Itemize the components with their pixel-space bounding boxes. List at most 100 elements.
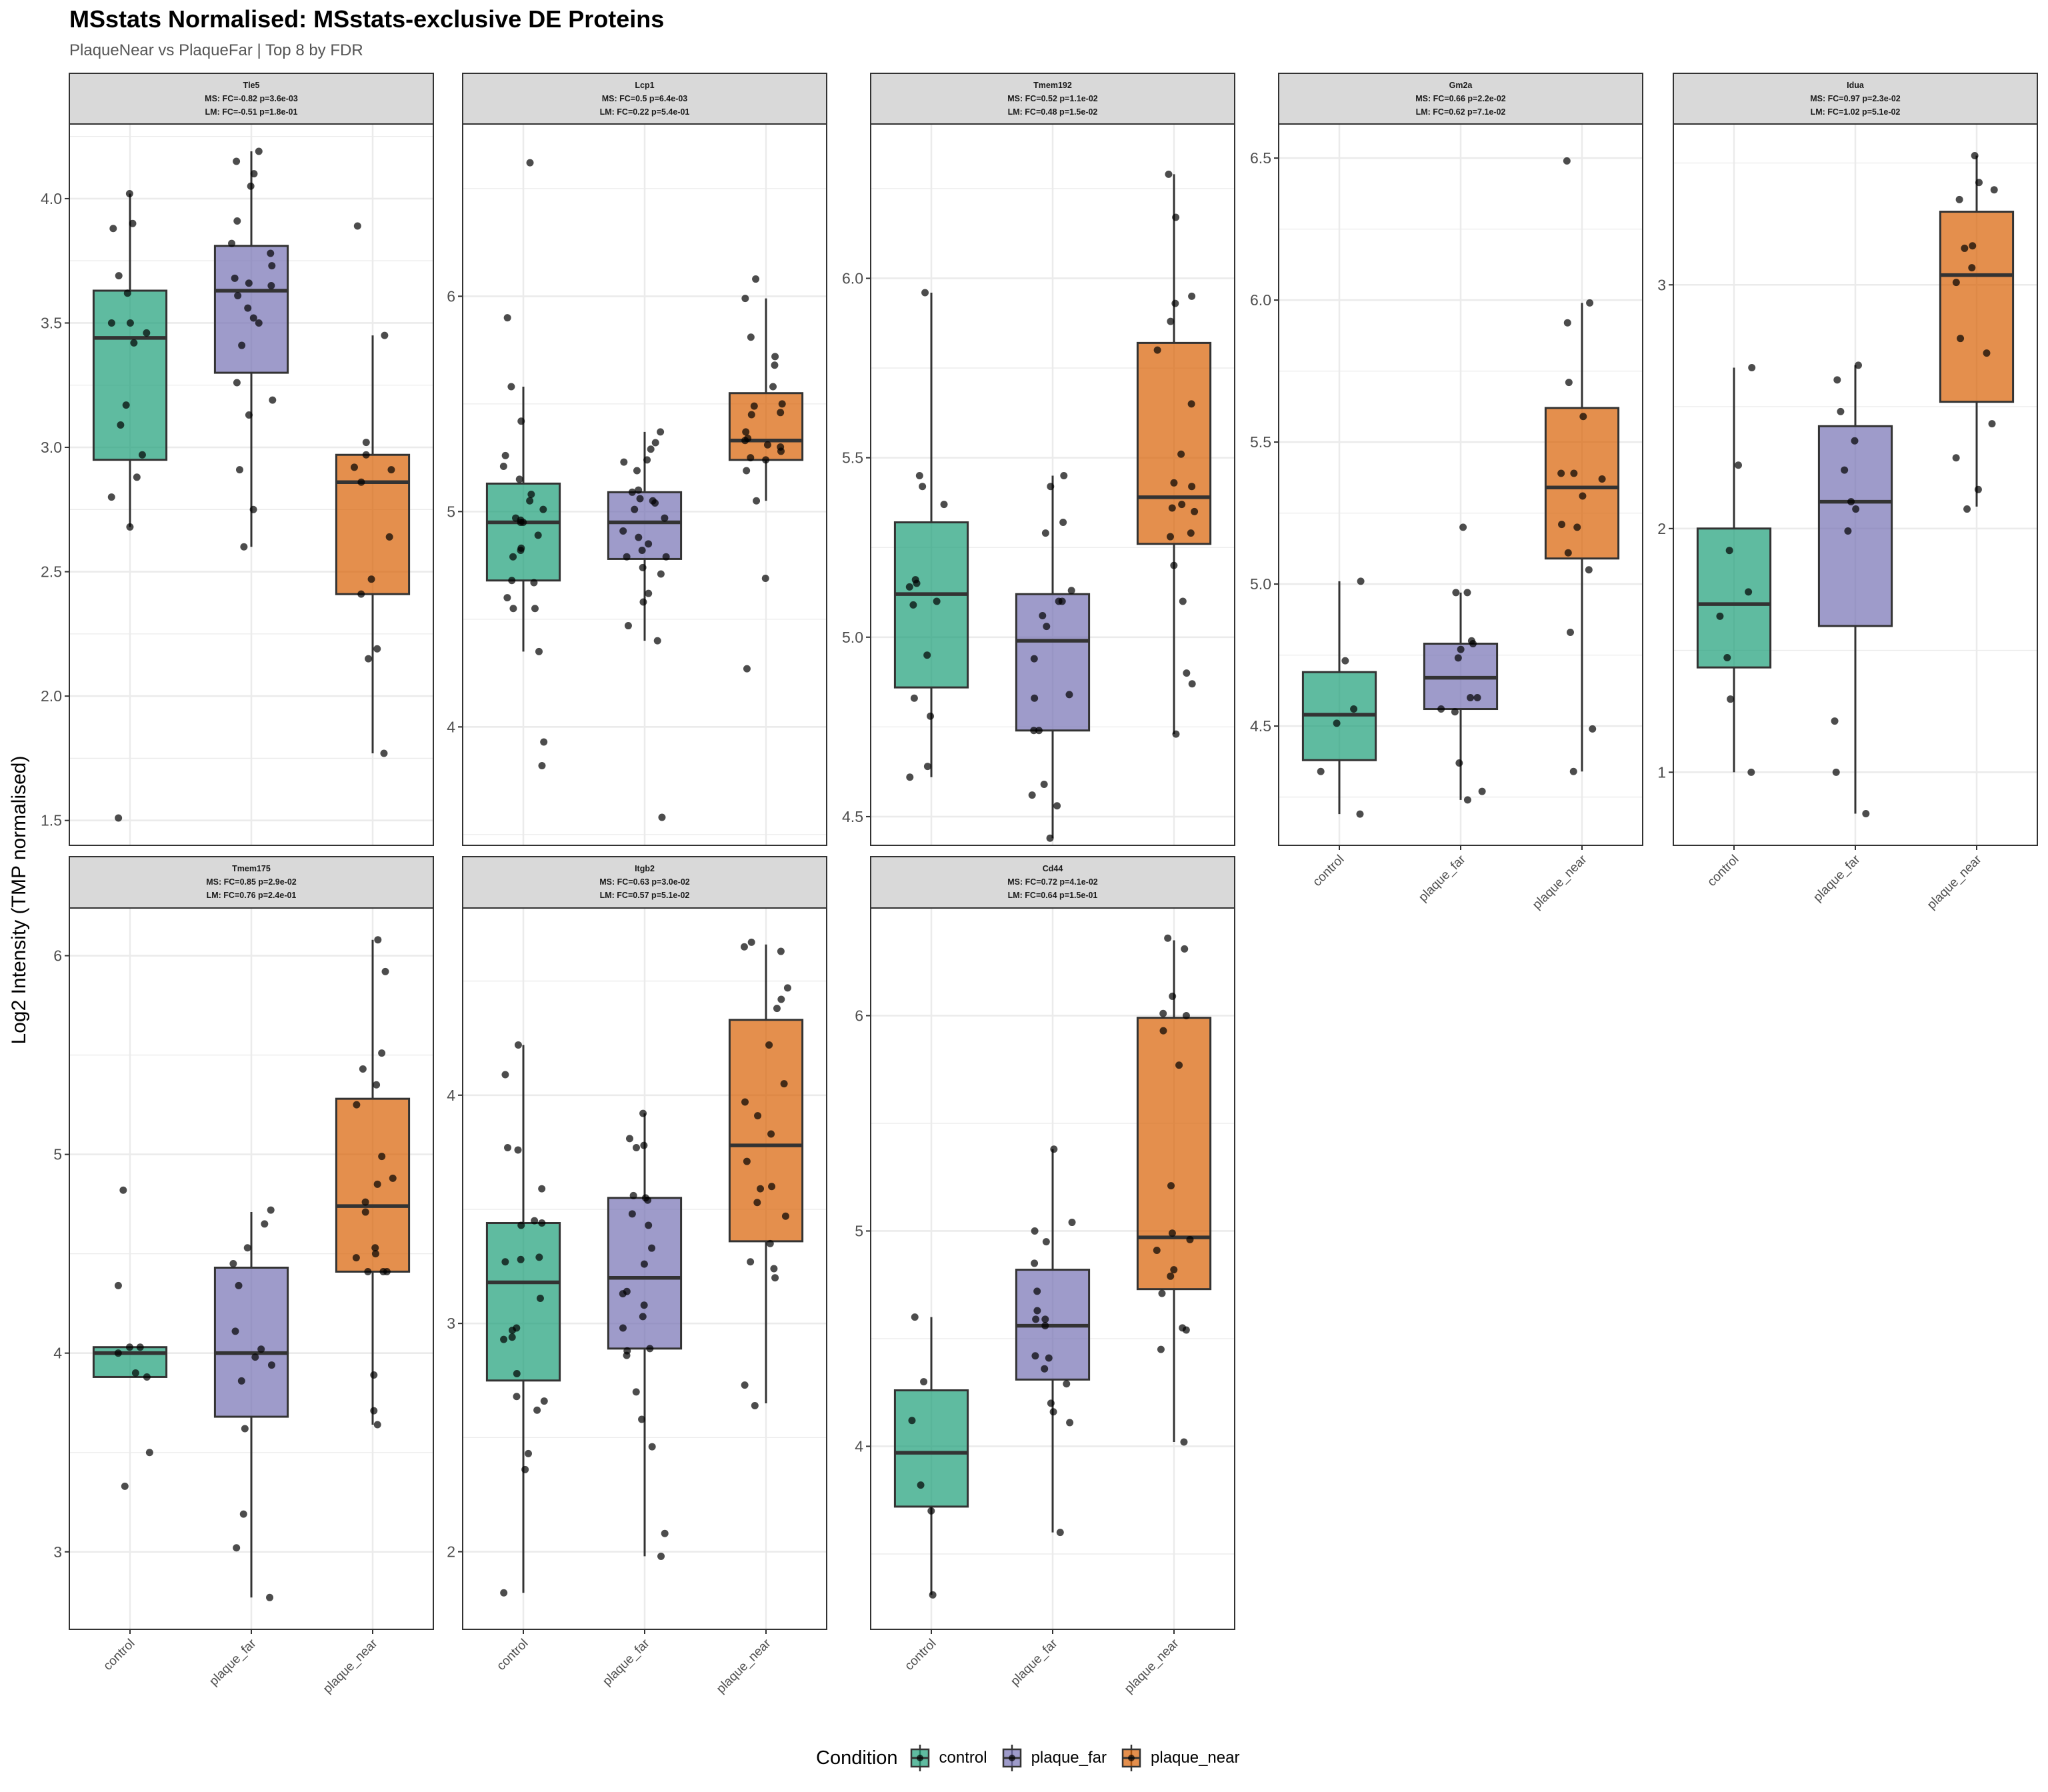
- data-point: [501, 451, 509, 459]
- data-point: [378, 1049, 386, 1057]
- data-point: [362, 451, 370, 459]
- data-point: [1030, 655, 1038, 663]
- data-point: [638, 547, 646, 555]
- data-point: [1983, 349, 1991, 357]
- strip-protein-name: Tmem192: [1033, 81, 1072, 90]
- data-point: [1451, 708, 1459, 716]
- y-tick-label: 6: [855, 1007, 863, 1024]
- data-point: [771, 361, 779, 369]
- data-point: [255, 319, 263, 327]
- data-point: [1041, 529, 1049, 537]
- data-point: [658, 813, 666, 821]
- data-point: [231, 274, 239, 282]
- data-point: [770, 1265, 778, 1273]
- data-point: [1563, 157, 1571, 165]
- data-point: [762, 456, 770, 464]
- data-point: [352, 1254, 360, 1262]
- data-point: [1172, 730, 1180, 738]
- data-point: [261, 1220, 269, 1228]
- data-point: [1841, 466, 1849, 474]
- data-point: [233, 1544, 241, 1552]
- box-plaque-far: [213, 147, 289, 551]
- data-point: [639, 1109, 647, 1117]
- data-point: [747, 1258, 755, 1266]
- data-point: [1191, 507, 1199, 515]
- data-point: [645, 540, 653, 548]
- data-point: [143, 1373, 151, 1381]
- data-point: [387, 466, 395, 474]
- data-point: [640, 1260, 648, 1268]
- data-point: [517, 417, 525, 425]
- data-point: [114, 1281, 122, 1289]
- box-iqr: [213, 1267, 289, 1418]
- data-point: [107, 493, 115, 501]
- data-point: [385, 533, 393, 541]
- panel-border: [870, 123, 1235, 846]
- box-iqr: [893, 1389, 969, 1508]
- data-point: [268, 262, 276, 270]
- x-tick-label: plaque_near: [1530, 852, 1590, 912]
- legend-key-control: [910, 1745, 929, 1771]
- data-point: [117, 421, 125, 429]
- data-point: [643, 456, 651, 464]
- strip-protein-name: Idua: [1847, 81, 1865, 90]
- box-iqr: [485, 482, 561, 582]
- box-control: [485, 1041, 561, 1597]
- data-point: [228, 239, 236, 247]
- data-point: [266, 1593, 274, 1601]
- data-point: [777, 947, 785, 955]
- y-tick-label: 2.0: [41, 687, 62, 705]
- strip-lm-stats: LM: FC=0.64 p=1.5e-01: [1008, 891, 1098, 900]
- data-point: [131, 1369, 139, 1377]
- data-point: [1837, 407, 1845, 415]
- data-point: [1153, 346, 1161, 354]
- box-iqr: [607, 1197, 683, 1350]
- strip-background: [870, 73, 1235, 125]
- y-tick-label: 4.5: [1250, 717, 1271, 735]
- data-point: [1723, 654, 1731, 662]
- data-point: [517, 1221, 525, 1229]
- data-point: [1961, 244, 1969, 252]
- x-tick-label: plaque_near: [714, 1636, 774, 1696]
- data-point: [367, 575, 375, 583]
- data-point: [1045, 1354, 1053, 1362]
- data-point: [1066, 1419, 1074, 1427]
- box-plaque-near: [1136, 170, 1212, 738]
- data-point: [267, 282, 275, 290]
- data-point: [500, 1589, 508, 1597]
- data-point: [1159, 1027, 1167, 1035]
- data-point: [357, 478, 365, 486]
- data-point: [1063, 1380, 1071, 1388]
- data-point: [1055, 597, 1063, 605]
- data-point: [515, 475, 523, 483]
- data-point: [1181, 945, 1189, 953]
- data-point: [651, 499, 659, 507]
- data-point: [906, 773, 914, 781]
- y-tick-label: 5: [53, 1146, 62, 1163]
- data-point: [107, 319, 115, 327]
- data-point: [1067, 587, 1075, 595]
- data-point: [747, 938, 755, 946]
- data-point: [640, 1141, 648, 1149]
- strip-ms-stats: MS: FC=-0.82 p=3.6e-03: [205, 94, 298, 103]
- box-iqr: [335, 453, 411, 595]
- box-iqr: [1817, 425, 1893, 627]
- data-point: [109, 225, 117, 233]
- data-point: [1153, 1247, 1161, 1255]
- data-point: [237, 1377, 245, 1385]
- data-point: [771, 353, 779, 361]
- data-point: [1579, 492, 1587, 500]
- data-point: [240, 543, 248, 551]
- box-plaque-near: [335, 222, 411, 757]
- data-point: [1172, 213, 1180, 221]
- data-point: [648, 1244, 656, 1252]
- y-tick-label: 3: [447, 1315, 455, 1332]
- data-point: [125, 189, 133, 197]
- data-point: [1727, 695, 1735, 703]
- data-point: [1167, 1182, 1175, 1190]
- y-tick-label: 3: [53, 1543, 62, 1561]
- data-point: [1182, 1011, 1190, 1019]
- data-point: [361, 1208, 369, 1216]
- box-iqr: [1015, 593, 1091, 732]
- panel-lcp1: Lcp1 MS: FC=0.5 p=6.4e-03 LM: FC=0.22 p=5.…: [447, 73, 827, 846]
